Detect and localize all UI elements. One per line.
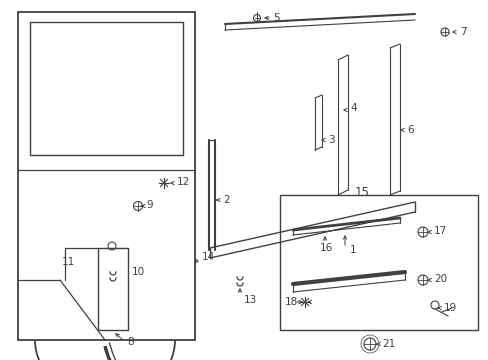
Text: 21: 21 [381,339,394,349]
Text: 1: 1 [349,245,356,255]
Text: 20: 20 [433,274,446,284]
Text: 19: 19 [443,303,456,313]
Text: 18: 18 [285,297,298,307]
Text: 9: 9 [146,200,152,210]
Text: 14: 14 [202,252,215,262]
Text: 2: 2 [223,195,229,205]
Text: 17: 17 [433,226,447,236]
Text: 15: 15 [354,185,369,198]
Text: 4: 4 [349,103,356,113]
Text: 5: 5 [272,13,279,23]
Bar [280,195,477,330]
Text: 6: 6 [406,125,413,135]
Text: 8: 8 [127,337,133,347]
Text: 16: 16 [319,243,332,253]
Text: 7: 7 [459,27,466,37]
Text: 3: 3 [327,135,334,145]
Text: 13: 13 [244,295,257,305]
Text: 12: 12 [177,177,190,187]
Text: 10: 10 [132,267,145,277]
Text: 11: 11 [62,257,75,267]
